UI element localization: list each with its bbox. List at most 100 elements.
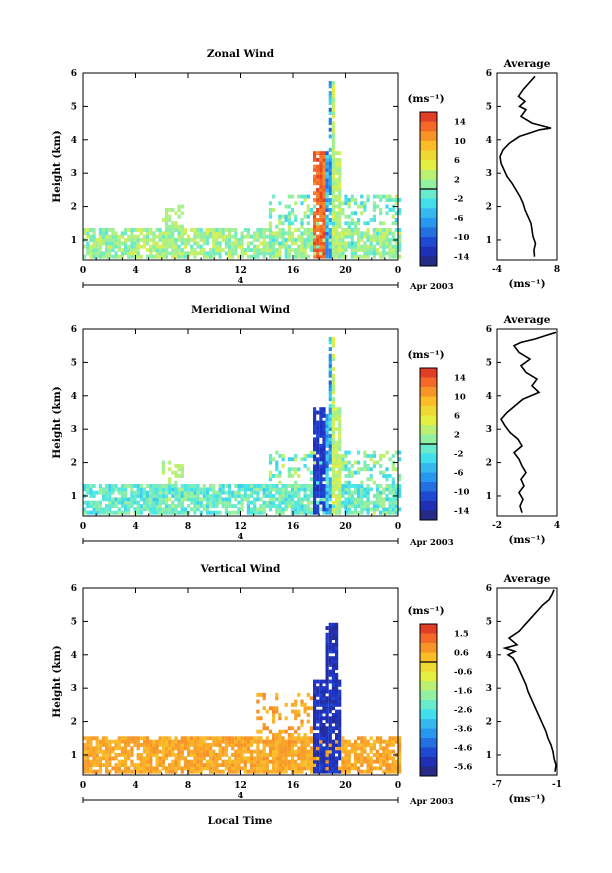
heatmap-cell: [338, 157, 342, 162]
heatmap-cell: [294, 254, 298, 259]
heatmap-cell: [278, 244, 282, 249]
heatmap-cell: [205, 231, 210, 236]
heatmap-cell: [164, 766, 169, 771]
colorbar-tick-label: -5.6: [454, 763, 472, 773]
heatmap-cell: [193, 769, 197, 774]
heatmap-cell: [253, 766, 257, 771]
heatmap-cell: [338, 679, 342, 684]
heatmap-cell: [385, 198, 389, 202]
heatmap-cell: [168, 490, 172, 495]
heatmap-cell: [142, 490, 147, 495]
heatmap-cell: [268, 759, 273, 764]
heatmap-cell: [253, 238, 257, 242]
heatmap-cell: [344, 201, 348, 206]
heatmap-cell: [328, 504, 332, 508]
y-tick-label: 5: [71, 617, 77, 627]
heatmap-cell: [366, 234, 370, 239]
average-title: Average: [503, 314, 551, 326]
heatmap-cell: [202, 494, 206, 498]
heatmap-cell: [331, 447, 335, 452]
heatmap-cell: [161, 749, 165, 754]
heatmap-cell: [350, 231, 354, 236]
heatmap-cell: [331, 101, 335, 105]
heatmap-cell: [319, 254, 323, 259]
heatmap-cell: [224, 759, 228, 764]
heatmap-cell: [281, 244, 285, 249]
heatmap-cell: [322, 504, 326, 508]
heatmap-cell: [366, 477, 370, 482]
heatmap-cell: [130, 769, 134, 774]
heatmap-cell: [268, 474, 273, 478]
heatmap-cell: [385, 450, 389, 455]
heatmap-cell: [300, 497, 304, 502]
heatmap-cell: [243, 251, 247, 256]
heatmap-cell: [256, 753, 260, 757]
heatmap-cell: [372, 238, 376, 242]
heatmap-cell: [331, 682, 335, 687]
heatmap-cell: [209, 746, 213, 751]
heatmap-cell: [363, 490, 367, 495]
heatmap-cell: [287, 238, 291, 242]
heatmap-cell: [319, 756, 323, 761]
colorbar-tick-label: 2: [454, 431, 460, 441]
heatmap-cell: [347, 769, 351, 774]
heatmap-cell: [360, 234, 364, 239]
heatmap-cell: [338, 477, 342, 482]
heatmap-cell: [215, 238, 219, 242]
colorbar-tick-label: 0.6: [454, 649, 469, 659]
heatmap-cell: [313, 450, 317, 455]
heatmap-cell: [227, 743, 232, 747]
heatmap-cell: [353, 460, 358, 465]
heatmap-cell: [124, 746, 128, 751]
heatmap-cell: [199, 500, 203, 505]
heatmap-cell: [306, 763, 310, 767]
heatmap-cell: [120, 504, 124, 508]
heatmap-cell: [89, 484, 93, 488]
heatmap-cell: [344, 504, 348, 508]
heatmap-cell: [335, 510, 339, 515]
heatmap-cell: [92, 490, 96, 495]
heatmap-cell: [281, 484, 285, 488]
heatmap-cell: [391, 743, 395, 747]
heatmap-cell: [379, 244, 383, 249]
heatmap-cell: [328, 629, 332, 634]
heatmap-cell: [243, 766, 247, 771]
heatmap-cell: [174, 763, 178, 767]
heatmap-cell: [322, 413, 326, 418]
heatmap-cell: [117, 759, 121, 764]
heatmap-cell: [398, 457, 402, 462]
heatmap-cell: [322, 739, 326, 744]
heatmap-cell: [130, 241, 134, 246]
heatmap-cell: [290, 474, 295, 478]
heatmap-cell: [105, 753, 109, 757]
heatmap-cell: [149, 500, 153, 505]
heatmap-cell: [92, 228, 96, 232]
heatmap-cell: [218, 234, 222, 239]
heatmap-cell: [347, 759, 351, 764]
heatmap-cell: [360, 769, 364, 774]
heatmap-cell: [190, 759, 194, 764]
colorbar-swatch: [420, 463, 437, 473]
heatmap-cell: [227, 231, 232, 236]
heatmap-cell: [262, 692, 266, 697]
heatmap-cell: [278, 494, 282, 498]
heatmap-cell: [171, 746, 175, 751]
heatmap-cell: [202, 484, 206, 488]
heatmap-cell: [335, 171, 339, 176]
heatmap-cell: [212, 254, 216, 259]
heatmap-cell: [183, 254, 187, 259]
heatmap-cell: [331, 357, 335, 361]
heatmap-cell: [328, 487, 332, 492]
heatmap-cell: [164, 739, 169, 744]
heatmap-cell: [272, 739, 276, 744]
heatmap-cell: [382, 221, 386, 226]
heatmap-cell: [341, 460, 345, 465]
heatmap-cell: [372, 500, 376, 505]
heatmap-cell: [221, 238, 225, 242]
heatmap-cell: [319, 244, 323, 249]
heatmap-cell: [335, 187, 339, 192]
heatmap-cell: [190, 769, 194, 774]
heatmap-cell: [246, 507, 250, 512]
heatmap-cell: [328, 387, 332, 392]
heatmap-cell: [174, 490, 178, 495]
